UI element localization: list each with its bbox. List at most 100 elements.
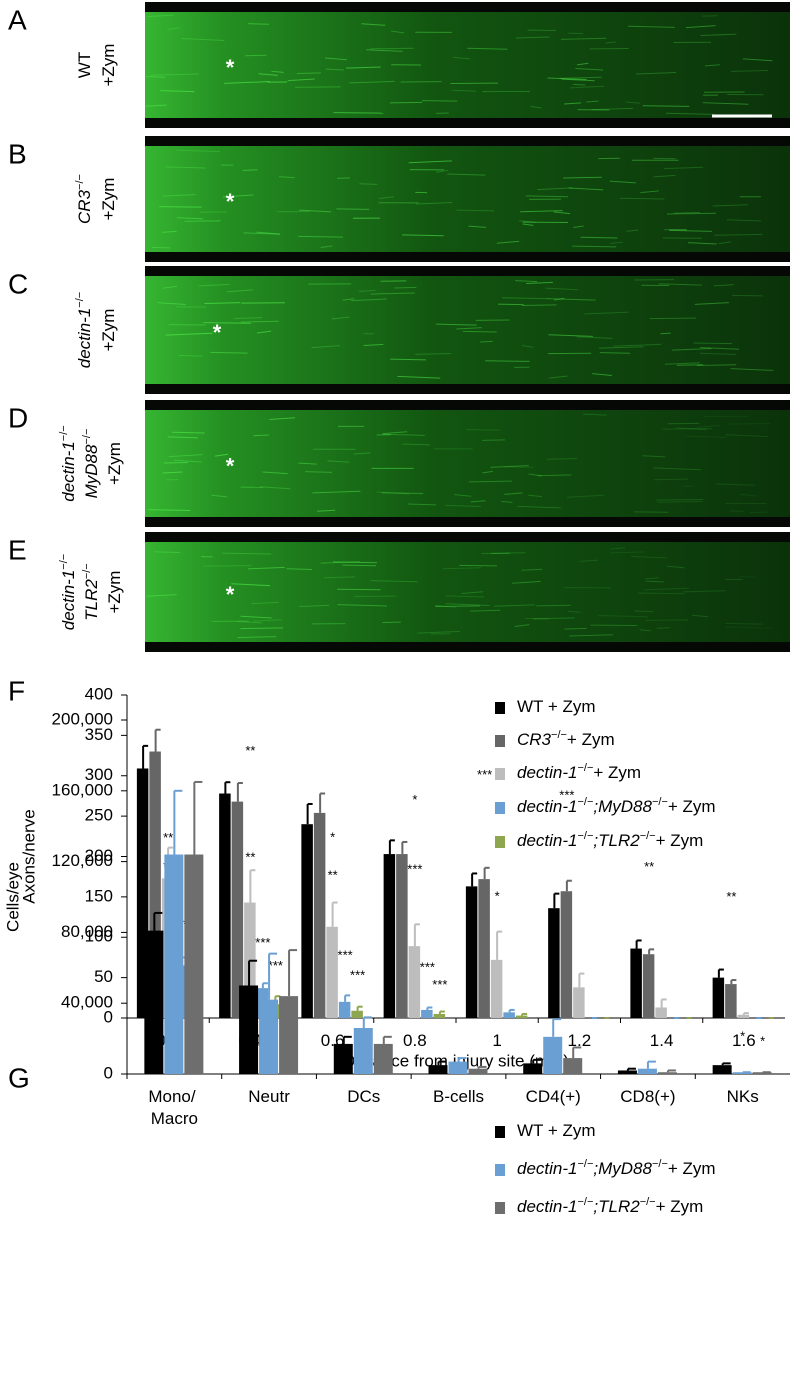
y-tick-label: 120,000 (52, 851, 113, 870)
axon-fiber (150, 73, 199, 76)
axon-fiber (547, 77, 587, 81)
y-axis-label: Axons/nerve (19, 809, 38, 904)
bar (523, 1063, 543, 1074)
axon-fiber (619, 197, 665, 200)
x-tick-label: DCs (347, 1087, 380, 1106)
axon-fiber (342, 564, 376, 567)
axon-fiber (572, 245, 617, 248)
axon-fiber (342, 298, 355, 301)
y-tick-label: 80,000 (61, 922, 113, 941)
panel-letter: E (8, 534, 27, 565)
axon-fiber (669, 229, 712, 232)
axon-fiber (579, 559, 599, 562)
axon-fiber (599, 352, 631, 354)
axon-fiber (718, 241, 732, 245)
axon-fiber (296, 72, 321, 75)
axon-fiber (231, 583, 271, 587)
significance: *** (432, 977, 447, 992)
axon-fiber (162, 230, 177, 233)
bar (149, 751, 161, 1018)
axon-fiber (382, 431, 408, 435)
axon-fiber (333, 561, 377, 564)
y-tick-label: 350 (85, 725, 113, 744)
axon-fiber (224, 81, 270, 84)
axon-fiber (573, 83, 586, 86)
axon-fiber (512, 580, 541, 584)
axon-fiber (640, 190, 659, 194)
axon-fiber (515, 280, 538, 283)
significance: ** (644, 859, 654, 874)
nerve-tissue (145, 410, 790, 517)
bar (712, 977, 725, 1018)
axon-fiber (436, 323, 477, 326)
legend-swatch (495, 735, 505, 747)
y-tick-label: 40,000 (61, 993, 113, 1012)
axon-fiber (699, 352, 737, 356)
axon-fiber (331, 316, 350, 320)
axon-fiber (462, 330, 497, 333)
significance: ** (328, 867, 338, 882)
bar (465, 886, 478, 1018)
axon-fiber (553, 211, 571, 215)
axon-fiber (636, 71, 677, 75)
axon-fiber (609, 180, 636, 184)
axon-fiber (676, 427, 707, 430)
bar (373, 1043, 393, 1074)
nerve-tissue (145, 542, 790, 642)
significance: *** (559, 787, 574, 802)
axon-fiber (203, 565, 252, 567)
bar (231, 801, 244, 1018)
bar (543, 1036, 563, 1074)
y-tick-label: 100 (85, 927, 113, 946)
axon-fiber (456, 209, 495, 212)
bar (279, 996, 299, 1074)
axon-fiber (546, 298, 596, 301)
axon-fiber (171, 431, 205, 434)
bar (326, 926, 338, 1018)
axon-fiber (198, 283, 230, 287)
axon-fiber (286, 568, 313, 570)
axon-fiber (700, 347, 740, 350)
axon-fiber (528, 473, 542, 477)
injury-site: * (213, 320, 222, 345)
axon-fiber (563, 176, 602, 179)
axon-fiber (638, 592, 684, 595)
axon-fiber (435, 169, 449, 173)
y-axis-label: Cells/eye (3, 862, 22, 932)
y-tick-label: 250 (85, 806, 113, 825)
bar (563, 1058, 583, 1074)
x-tick-label: Neutr (248, 1087, 290, 1106)
panel-letter: A (8, 4, 27, 35)
axon-fiber (653, 174, 676, 178)
axon-fiber (586, 100, 599, 103)
axon-fiber (312, 490, 361, 494)
axon-fiber (397, 375, 441, 379)
axon-fiber (501, 500, 513, 503)
axon-fiber (592, 373, 612, 376)
axon-fiber (176, 149, 221, 153)
axon-fiber (145, 104, 167, 107)
axon-fiber (642, 455, 666, 458)
y-tick-label: 0 (104, 1063, 113, 1082)
axon-fiber (451, 89, 477, 92)
axon-fiber (671, 348, 712, 351)
axon-fiber (327, 460, 350, 463)
axon-fiber (162, 285, 178, 289)
axon-fiber (660, 332, 671, 335)
axon-fiber (442, 567, 482, 570)
axon-fiber (653, 478, 689, 481)
axon-fiber (727, 219, 762, 222)
legend-swatch (495, 1164, 505, 1176)
axon-fiber (168, 454, 203, 458)
axon-fiber (610, 547, 625, 550)
axon-fiber (732, 294, 763, 297)
axon-fiber (645, 577, 659, 580)
injury-site: * (226, 189, 235, 214)
axon-fiber (739, 493, 758, 497)
legend-swatch (495, 1202, 505, 1214)
axon-fiber (173, 459, 202, 463)
axon-fiber (496, 240, 520, 244)
axon-fiber (210, 351, 248, 354)
axon-fiber (568, 32, 584, 35)
